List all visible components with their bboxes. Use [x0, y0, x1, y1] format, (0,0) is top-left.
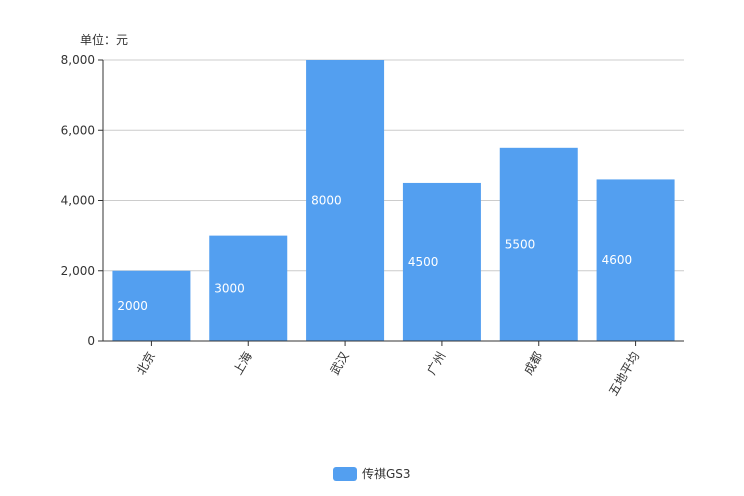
x-tick-label: 广州 — [424, 350, 448, 378]
bars: 2000 3000 8000 4500 5500 4600 — [112, 60, 675, 341]
legend-label: 传祺GS3 — [362, 466, 411, 481]
x-tick-label: 北京 — [134, 350, 158, 378]
bar — [402, 182, 481, 341]
data-label: 8000 — [311, 194, 342, 208]
bar — [209, 235, 288, 341]
bar — [306, 60, 385, 341]
data-label: 4500 — [408, 255, 439, 269]
y-tick-label: 6,000 — [61, 123, 95, 137]
x-tick-label: 武汉 — [328, 350, 352, 378]
x-tick-label: 上海 — [230, 349, 255, 377]
x-tick-label: 五地平均 — [606, 350, 642, 399]
y-tick-label: 4,000 — [61, 194, 95, 208]
bar — [596, 179, 675, 341]
data-label: 3000 — [214, 281, 245, 295]
y-tick-label: 0 — [87, 334, 95, 348]
legend: 传祺GS3 — [333, 466, 411, 481]
x-tick-label: 成都 — [521, 350, 545, 378]
y-tick-label: 8,000 — [61, 53, 95, 67]
data-label: 2000 — [117, 299, 148, 313]
y-tick-label: 2,000 — [61, 264, 95, 278]
bar — [499, 147, 578, 341]
data-label: 4600 — [602, 253, 633, 267]
data-label: 5500 — [505, 237, 536, 251]
grid-lines — [103, 59, 684, 272]
unit-label: 单位：元 — [80, 32, 128, 47]
bar — [112, 270, 191, 341]
legend-swatch — [333, 467, 357, 481]
